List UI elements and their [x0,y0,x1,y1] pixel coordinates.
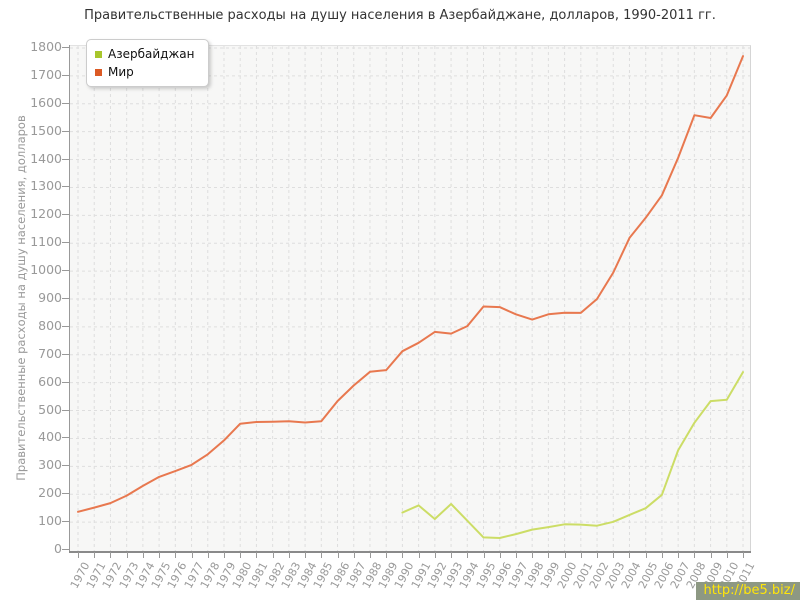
x-tick [191,552,193,558]
x-tick [661,552,663,558]
x-tick [159,552,161,558]
x-tick [613,552,615,558]
y-tick-label: 1100 [30,234,62,250]
x-tick [207,552,209,558]
y-tick-label: 1500 [30,122,62,138]
y-tick-label: 300 [38,457,62,473]
x-tick [743,552,745,558]
y-tick-label: 500 [38,401,62,417]
x-tick [94,552,96,558]
y-tick-label: 1000 [30,262,62,278]
x-tick [467,552,469,558]
y-tick-label: 400 [38,429,62,445]
y-axis-line [69,45,70,552]
x-tick [629,552,631,558]
x-tick [678,552,680,558]
x-tick [451,552,453,558]
x-tick [710,552,712,558]
x-tick [78,552,79,558]
x-tick [256,552,258,558]
y-tick [62,214,69,216]
y-tick [62,130,69,132]
plot-area: Азербайджан Мир [70,39,751,552]
series-line-Азербайджан [401,371,744,539]
x-tick [418,552,420,558]
y-tick-label: 600 [38,373,62,389]
x-tick [288,552,290,558]
x-tick [353,552,355,558]
y-tick [62,381,69,383]
legend-item: Азербайджан [95,45,194,63]
y-tick [62,353,69,355]
y-tick [62,102,69,104]
legend-label: Азербайджан [108,47,195,61]
x-tick [483,552,485,558]
x-axis-line [69,551,751,553]
y-tick-label: 1400 [30,150,62,166]
y-tick [62,74,69,76]
x-tick [272,552,274,558]
legend-marker-icon [95,50,102,58]
x-tick [694,552,696,558]
y-tick-label: 0 [54,541,62,556]
y-tick [62,409,69,411]
y-tick [62,521,69,523]
y-tick [62,242,69,244]
legend-item: Мир [95,63,194,81]
y-tick [62,465,69,467]
x-tick [321,552,323,558]
y-tick-label: 1700 [30,66,62,82]
x-tick [434,552,436,558]
y-tick [62,325,69,327]
y-tick [62,298,69,299]
x-tick [726,552,728,558]
y-tick-label: 900 [38,290,62,305]
x-tick [548,552,550,558]
y-tick [62,47,69,48]
x-tick [337,552,339,558]
y-tick [62,493,69,495]
x-tick [142,552,144,558]
x-tick [532,552,534,558]
y-tick-label: 800 [38,317,62,333]
x-tick [386,552,388,558]
legend: Азербайджан Мир [86,39,210,87]
x-tick [110,552,112,558]
x-tick [223,552,225,558]
y-tick-label: 1200 [30,206,62,222]
y-tick-label: 700 [38,345,62,361]
y-tick [62,549,69,550]
x-tick [564,552,566,558]
y-tick [62,437,69,439]
y-tick-label: 1300 [30,178,62,194]
y-tick-label: 200 [38,485,62,501]
x-tick [597,552,599,558]
series-line-Мир [77,55,744,513]
x-tick [305,552,307,558]
x-tick [499,552,501,558]
x-tick [645,552,647,558]
watermark-link[interactable]: http://be5.biz/ [696,582,800,600]
legend-label: Мир [108,65,134,79]
y-tick [62,186,69,188]
chart-title: Правительственные расходы на душу населе… [84,8,716,23]
chart-canvas [70,46,750,552]
x-tick [580,552,582,558]
y-tick-label: 1800 [30,39,62,54]
x-tick [240,552,242,558]
y-tick-label: 1600 [30,94,62,110]
x-tick [369,552,371,558]
y-tick [62,270,69,272]
y-tick-label: 100 [38,513,62,529]
x-tick [175,552,177,558]
x-tick [515,552,517,558]
x-tick [126,552,128,558]
legend-marker-icon [95,68,102,76]
y-tick [62,158,69,160]
x-tick [402,552,404,558]
